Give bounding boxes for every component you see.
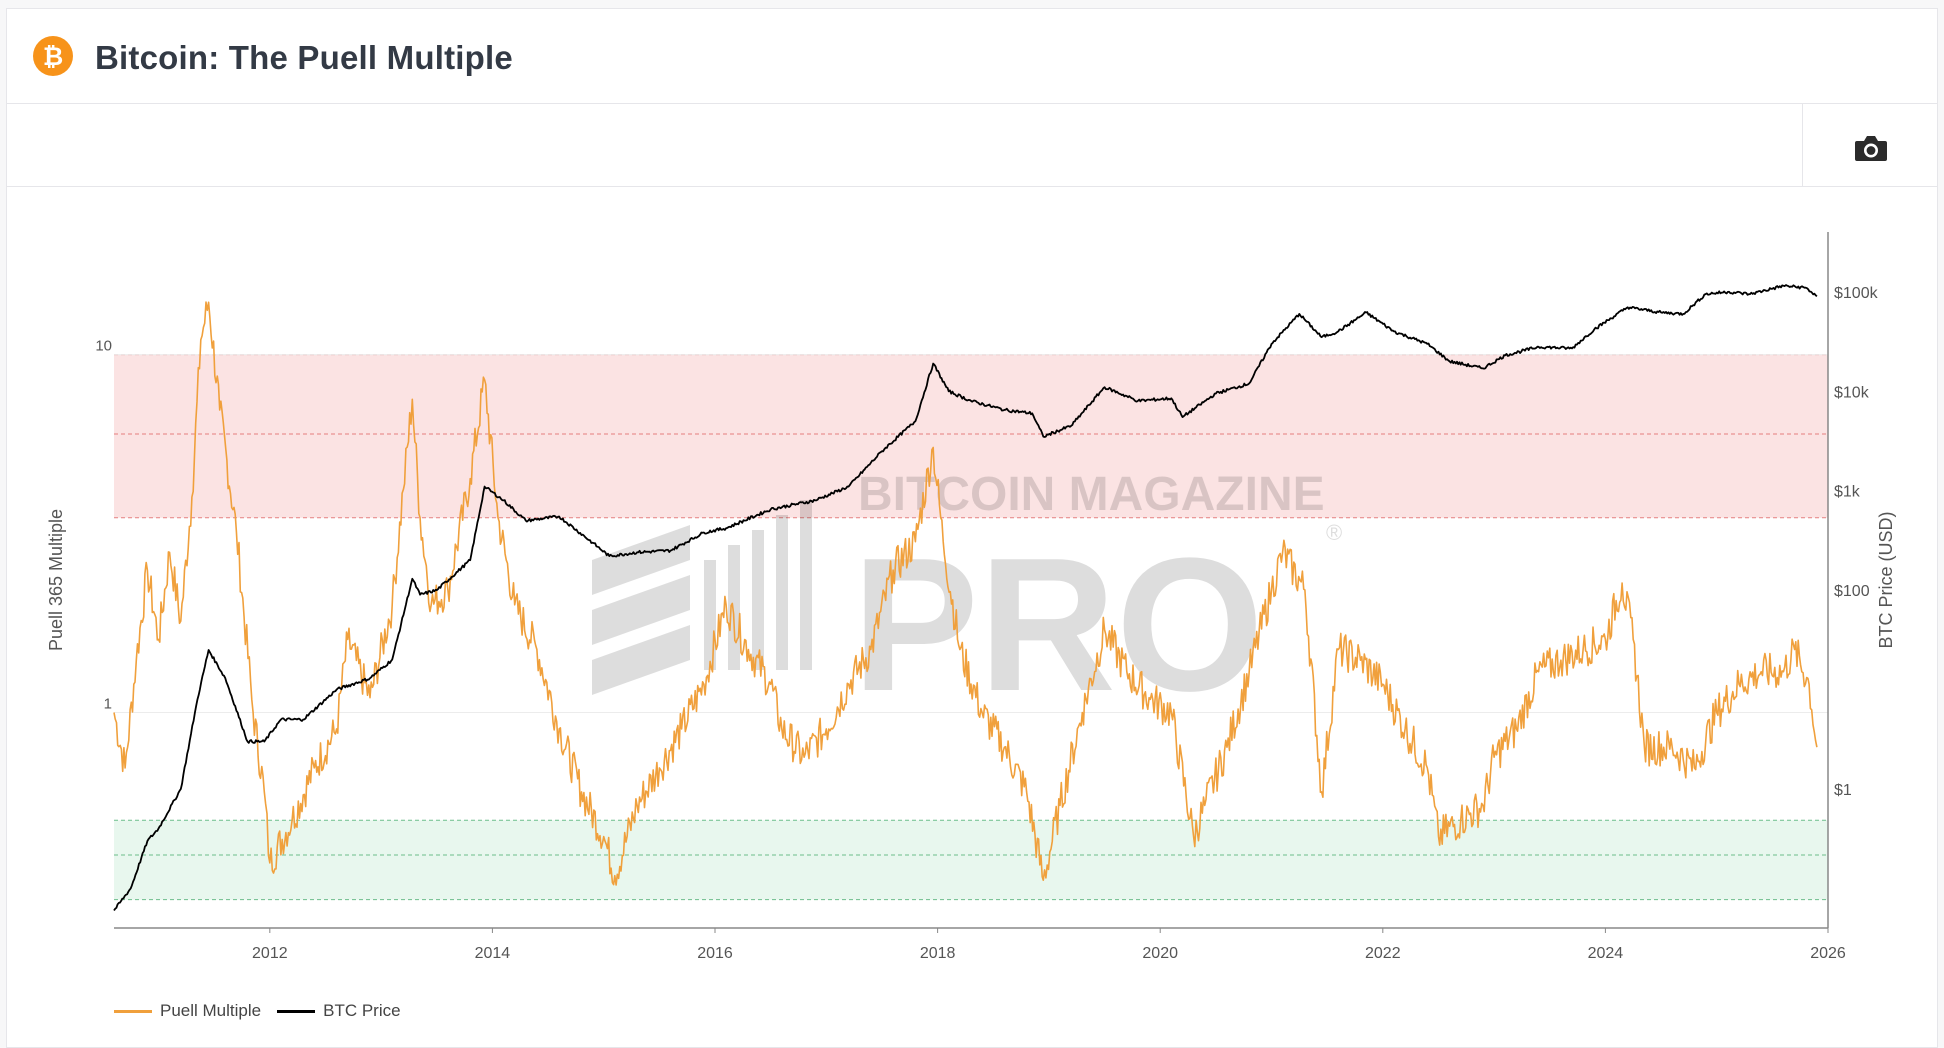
axis-labels-layer: 2012 2014 2016 2018 2020 2022 2024 2026 1 10 $1 $10… <box>46 285 1896 962</box>
x-tick-label-2018: 2018 <box>920 945 956 962</box>
y-right-tick-label-$1: $1 <box>1834 782 1852 799</box>
legend-label-puell: Puell Multiple <box>160 1001 262 1020</box>
svg-text:₿: ₿ <box>43 42 63 71</box>
series-layer <box>113 284 1818 911</box>
puell-multiple-line <box>113 301 1818 886</box>
toolbar-divider <box>1802 104 1803 186</box>
toolbar <box>7 104 1937 187</box>
legend-swatch-price <box>277 1009 316 1013</box>
x-tick-label-2026: 2026 <box>1810 945 1846 962</box>
page-title: Bitcoin: The Puell Multiple <box>95 39 513 76</box>
x-tick-label-2022: 2022 <box>1365 945 1401 962</box>
legend-swatch-puell <box>114 1009 152 1013</box>
x-tick-label-2012: 2012 <box>252 945 288 962</box>
watermark-mark: ® <box>1326 520 1342 545</box>
legend-item-puell[interactable]: Puell Multiple <box>114 1001 261 1021</box>
x-tick-label-2020: 2020 <box>1142 945 1178 962</box>
watermark-line2: PRO <box>852 519 1264 731</box>
y-right-axis-title: BTC Price (USD) <box>1876 511 1896 648</box>
grid-layer <box>114 354 1828 714</box>
x-tick-label-2016: 2016 <box>697 945 733 962</box>
camera-icon[interactable] <box>1853 132 1889 164</box>
legend-item-price[interactable]: BTC Price <box>277 1001 401 1021</box>
bitcoin-logo-icon: ₿ <box>33 36 73 76</box>
axes-layer <box>114 232 1829 933</box>
x-tick-label-2024: 2024 <box>1588 945 1624 962</box>
header: ₿ Bitcoin: The Puell Multiple <box>7 9 1937 104</box>
y-right-tick-label-$1k: $1k <box>1834 484 1861 501</box>
legend-label-price: BTC Price <box>323 1001 401 1020</box>
band-lower <box>114 820 1828 900</box>
y-right-tick-label-$100k: $100k <box>1834 285 1879 302</box>
y-left-tick-label-10: 10 <box>95 338 112 355</box>
bitcoin-logo-glyph: ₿ <box>43 42 63 71</box>
watermark-stripes-icon <box>592 500 812 695</box>
y-right-tick-label-$10k: $10k <box>1834 384 1870 401</box>
y-left-tick-label-1: 1 <box>104 696 112 713</box>
btc-price-line <box>113 284 1818 911</box>
watermark: BITCOIN MAGAZINE PRO ® <box>592 468 1342 731</box>
band-upper <box>114 354 1828 518</box>
legend: Puell Multiple BTC Price <box>114 1000 417 1022</box>
x-tick-label-2014: 2014 <box>475 945 511 962</box>
y-left-axis-title: Puell 365 Multiple <box>46 509 66 651</box>
y-right-tick-label-$100: $100 <box>1834 583 1870 600</box>
